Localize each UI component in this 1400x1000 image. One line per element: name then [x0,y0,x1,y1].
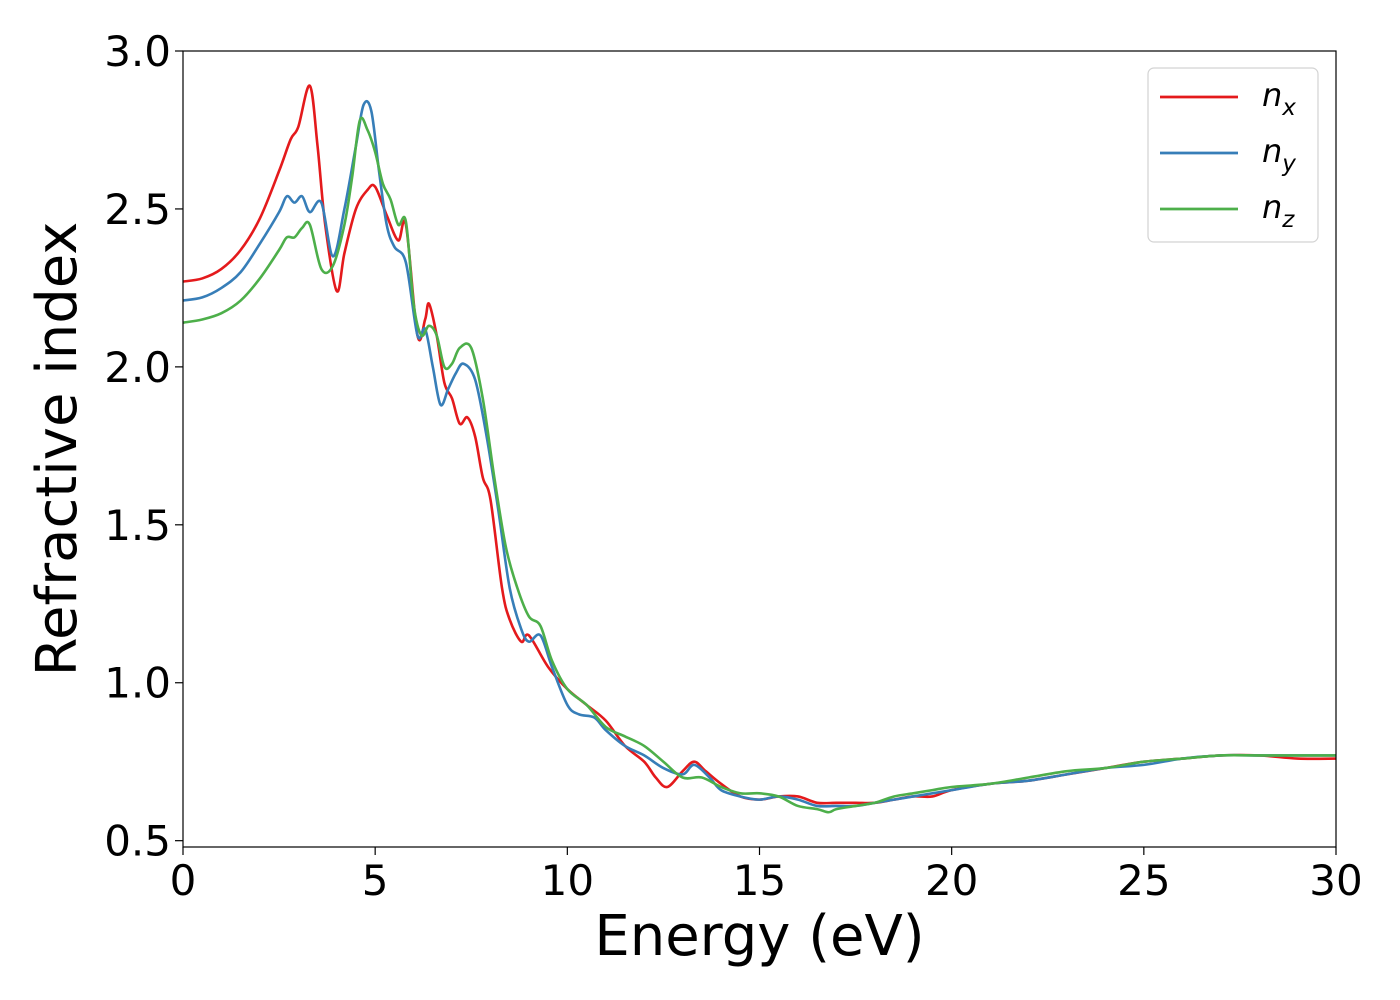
y-tick-label: 2.5 [104,185,171,234]
x-tick-label: 15 [733,856,786,905]
legend-label-main: n [1262,132,1282,170]
series-layer [183,84,1336,814]
legend-label-subscript: y [1281,151,1296,177]
x-tick-label: 5 [362,856,389,905]
legend-label-main: n [1262,76,1282,114]
legend-label-n-y: ny [1262,132,1296,177]
x-tick-label: 10 [541,856,594,905]
x-tick-label: 0 [170,856,197,905]
legend-label-n-x: nx [1262,76,1296,121]
y-axis-label: Refractive index [25,222,90,677]
legend-label-n-z: nz [1262,188,1295,233]
y-tick-label: 1.5 [104,501,171,550]
y-axis-ticks: 0.5 1.0 1.5 2.0 2.5 3.0 [104,27,183,866]
legend-box [1147,67,1319,243]
x-tick-label: 20 [925,856,978,905]
series-line-n-y [183,99,1336,808]
x-tick-label: 30 [1309,856,1362,905]
legend-label-subscript: z [1281,207,1295,233]
x-axis-label: Energy (eV) [594,904,924,969]
series-line-n-x [183,84,1336,805]
legend-label-subscript: x [1281,95,1296,121]
series-line-n-z [183,116,1336,814]
x-tick-label: 25 [1117,856,1170,905]
y-tick-label: 1.0 [104,659,171,708]
x-axis-ticks: 0 5 10 15 20 25 30 [170,847,1363,905]
legend-label-main: n [1262,188,1282,226]
y-tick-label: 3.0 [104,27,171,76]
y-tick-label: 2.0 [104,343,171,392]
y-tick-label: 0.5 [104,817,171,866]
